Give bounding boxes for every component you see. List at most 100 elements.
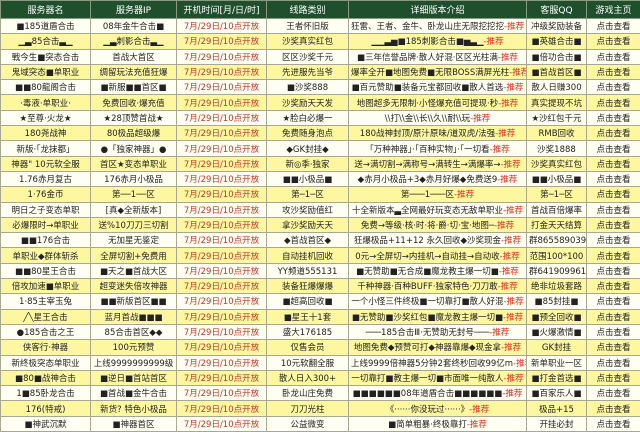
table-row: 侠客行·神器 100元预赞 7月/29日/10点开放 仅售会员 地图免费◆预赞可打◆神器… bbox=[0, 339, 640, 356]
server-name-cell: ■185道盾合击 bbox=[0, 17, 91, 35]
server-ip-cell: 新货? 特色小极品 bbox=[90, 400, 177, 417]
view-home-link[interactable]: 点击查看 bbox=[586, 109, 640, 127]
table-row: 单职业◆群体斩杀 全屏切割+免费用 7月/29日/10点开放 自动挂机回收 0元→全屏切… bbox=[0, 247, 640, 264]
service-qq-cell: 绝非垃圾套路 bbox=[526, 278, 587, 295]
view-home-link[interactable]: 点击查看 bbox=[586, 354, 640, 371]
service-qq-cell: 范围100*100 bbox=[526, 247, 587, 264]
recommend-label: -推荐 bbox=[509, 68, 525, 79]
recommend-label: -推荐 bbox=[483, 37, 504, 48]
service-qq-cell: GK封挂 bbox=[526, 339, 587, 356]
server-ip-cell: 100元预赞 bbox=[90, 339, 177, 356]
open-time-cell: 7月/29日/10点开放 bbox=[176, 262, 267, 280]
server-name-cell: 鬼域突态■单职业 bbox=[0, 63, 91, 81]
line-type-cell: 仅售会员 bbox=[266, 339, 349, 356]
open-time-cell: 7月/29日/10点开放 bbox=[176, 79, 267, 96]
table-row: 1■85卧龙合击 ■首战■金牛合击 7月/29日/10点开放 卧龙山庄免费 ■■■■■■… bbox=[0, 385, 640, 402]
server-ip-cell: 送%10刀刀三切割 bbox=[90, 216, 177, 234]
recommend-label: -推荐 bbox=[499, 251, 520, 262]
recommend-label: -推荐 bbox=[501, 236, 522, 247]
service-qq-cell: 冲级奖励装备 bbox=[526, 17, 587, 35]
open-time-cell: 7月/29日/10点开放 bbox=[176, 385, 267, 402]
table-row: ■神武沉默 ■神器首区 7月/29日/10点开放 公益微变 ■简单粗暴·终极靠打-推荐开… bbox=[0, 415, 640, 432]
view-home-link[interactable]: 点击查看 bbox=[586, 293, 640, 310]
table-row: ■■80星王合击 ■天之■首战大区 7月/29日/10点开放 YY频道555131 ■无… bbox=[0, 262, 640, 280]
server-ip-cell: [真◆全新版本] bbox=[90, 201, 177, 218]
server-name-cell: 侠客行·神器 bbox=[0, 339, 91, 356]
desc-text: 一个小怪三件终极■一切靠打■散人好混 bbox=[351, 297, 504, 308]
version-desc-cell: ■三年信誉品牌·散人好混·区区光柱满-推荐 bbox=[348, 48, 527, 65]
recommend-label: -推荐 bbox=[503, 83, 524, 94]
view-home-link[interactable]: 点击查看 bbox=[586, 170, 640, 188]
recommend-label: -推荐 bbox=[497, 282, 518, 293]
version-desc-cell: ■■■■■■08年道盾合击■■■■■■-推荐 bbox=[348, 385, 527, 402]
service-qq-cell: 第─1─区 bbox=[526, 186, 587, 203]
server-ip-cell: 第──1──区 bbox=[90, 186, 177, 203]
view-home-link[interactable]: 点击查看 bbox=[586, 400, 640, 417]
view-home-link[interactable]: 点击查看 bbox=[586, 232, 640, 249]
server-name-cell: 1·76金币 bbox=[0, 186, 91, 203]
view-home-link[interactable]: 点击查看 bbox=[586, 201, 640, 218]
server-name-cell: ■■80龍阁合击 bbox=[0, 79, 91, 96]
view-home-link[interactable]: 点击查看 bbox=[586, 17, 640, 35]
view-home-link[interactable]: 点击查看 bbox=[586, 48, 640, 65]
line-type-cell: 区区沙奖千元 bbox=[266, 48, 349, 65]
open-time-cell: 7月/29日/10点开放 bbox=[176, 63, 267, 81]
view-home-link[interactable]: 点击查看 bbox=[586, 247, 640, 264]
version-desc-cell: 一个小怪三件终极■一切靠打■散人好混-推荐 bbox=[348, 293, 527, 310]
view-home-link[interactable]: 点击查看 bbox=[586, 216, 640, 234]
recommend-label: -推荐 bbox=[494, 221, 515, 231]
recommend-label: -推荐 bbox=[500, 159, 521, 170]
server-name-cell: 1■85卧龙合击 bbox=[0, 385, 91, 402]
line-type-cell: ■■小极品■ bbox=[266, 170, 349, 188]
service-qq-cell: 极品+15 bbox=[526, 400, 587, 417]
version-desc-cell: 地图超多无限制·小怪爆充值可提现·秒-推荐 bbox=[348, 94, 527, 111]
service-qq-cell: ■百家乐人■ bbox=[526, 385, 587, 402]
open-time-cell: 7月/29日/10点开放 bbox=[176, 247, 267, 264]
view-home-link[interactable]: 点击查看 bbox=[586, 155, 640, 172]
server-name-cell: ●185合击之王 bbox=[0, 323, 91, 341]
view-home-link[interactable]: 点击查看 bbox=[586, 140, 640, 157]
server-name-cell: 明日之子变态单职 bbox=[0, 201, 91, 218]
view-home-link[interactable]: 点击查看 bbox=[586, 369, 640, 387]
recommend-label: -推荐 bbox=[503, 312, 524, 323]
desc-text: 「万种神器」·「百种实物」·「一切看 bbox=[365, 144, 490, 155]
desc-text: ◆赤月小极品+3◆赤月好爆◆免费送9 bbox=[357, 175, 498, 186]
view-home-link[interactable]: 点击查看 bbox=[586, 63, 640, 81]
server-name-cell: 神器" 10元软全服 bbox=[0, 155, 91, 172]
desc-text: ■三年信誉品牌·散人好混·区区光柱满 bbox=[356, 52, 498, 63]
view-home-link[interactable]: 点击查看 bbox=[586, 278, 640, 295]
server-ip-cell: ▁▃刺影合击▃▁ bbox=[90, 33, 177, 50]
recommend-label: -推荐 bbox=[498, 98, 519, 109]
service-qq-cell: 沙奖1888 bbox=[526, 140, 587, 157]
service-qq-cell: ★沙红包千元 bbox=[526, 109, 587, 127]
view-home-link[interactable]: 点击查看 bbox=[586, 79, 640, 96]
header-service-qq: 客服QQ bbox=[526, 0, 587, 19]
server-ip-cell: 08年金牛合击■ bbox=[90, 17, 177, 35]
view-home-link[interactable]: 点击查看 bbox=[586, 339, 640, 356]
open-time-cell: 7月/29日/10点开放 bbox=[176, 170, 267, 188]
line-type-cell: ★脸白必爆一 bbox=[266, 109, 349, 127]
version-desc-cell: ■无赞助■无合成■魔龙教主爆一切■-推荐 bbox=[348, 262, 527, 280]
server-name-cell: 新终极突态单职业 bbox=[0, 354, 91, 371]
view-home-link[interactable]: 点击查看 bbox=[586, 262, 640, 280]
table-row: 戰今生■突态合击 首战大首区 7月/29日/10点开放 区区沙奖千元 ■三年信誉品牌·散… bbox=[0, 48, 640, 65]
open-time-cell: 7月/29日/10点开放 bbox=[176, 94, 267, 111]
table-row: ■185道盾合击 08年金牛合击■ 7月/29日/10点开放 王者怀旧版 狂雷、王者、金… bbox=[0, 17, 640, 35]
view-home-link[interactable]: 点击查看 bbox=[586, 323, 640, 341]
version-desc-cell: 《······你没玩过······》-推荐 bbox=[348, 400, 527, 417]
header-version-desc: 详细版本介绍 bbox=[348, 0, 527, 19]
desc-text: ■■■■■■08年道盾合击■■■■■■ bbox=[352, 389, 503, 400]
view-home-link[interactable]: 点击查看 bbox=[586, 186, 640, 203]
recommend-label: -推荐 bbox=[497, 175, 518, 186]
view-home-link[interactable]: 点击查看 bbox=[586, 385, 640, 402]
table-row: ╱╲星王合击 蓝月首战■■■ 7月/29日/10点开放 ■星王十1套 ■无赞助■沙奖红包… bbox=[0, 308, 640, 325]
view-home-link[interactable]: 点击查看 bbox=[586, 94, 640, 111]
server-ip-cell: 首战大首区 bbox=[90, 48, 177, 65]
service-qq-cell: 散人日赚300 bbox=[526, 79, 587, 96]
view-home-link[interactable]: 点击查看 bbox=[586, 308, 640, 325]
view-home-link[interactable]: 点击查看 bbox=[586, 125, 640, 142]
view-home-link[interactable]: 点击查看 bbox=[586, 33, 640, 50]
version-desc-cell: ■百元赞助■装备元宝都回收■散人首选-推荐 bbox=[348, 79, 527, 96]
view-home-link[interactable]: 点击查看 bbox=[586, 415, 640, 432]
